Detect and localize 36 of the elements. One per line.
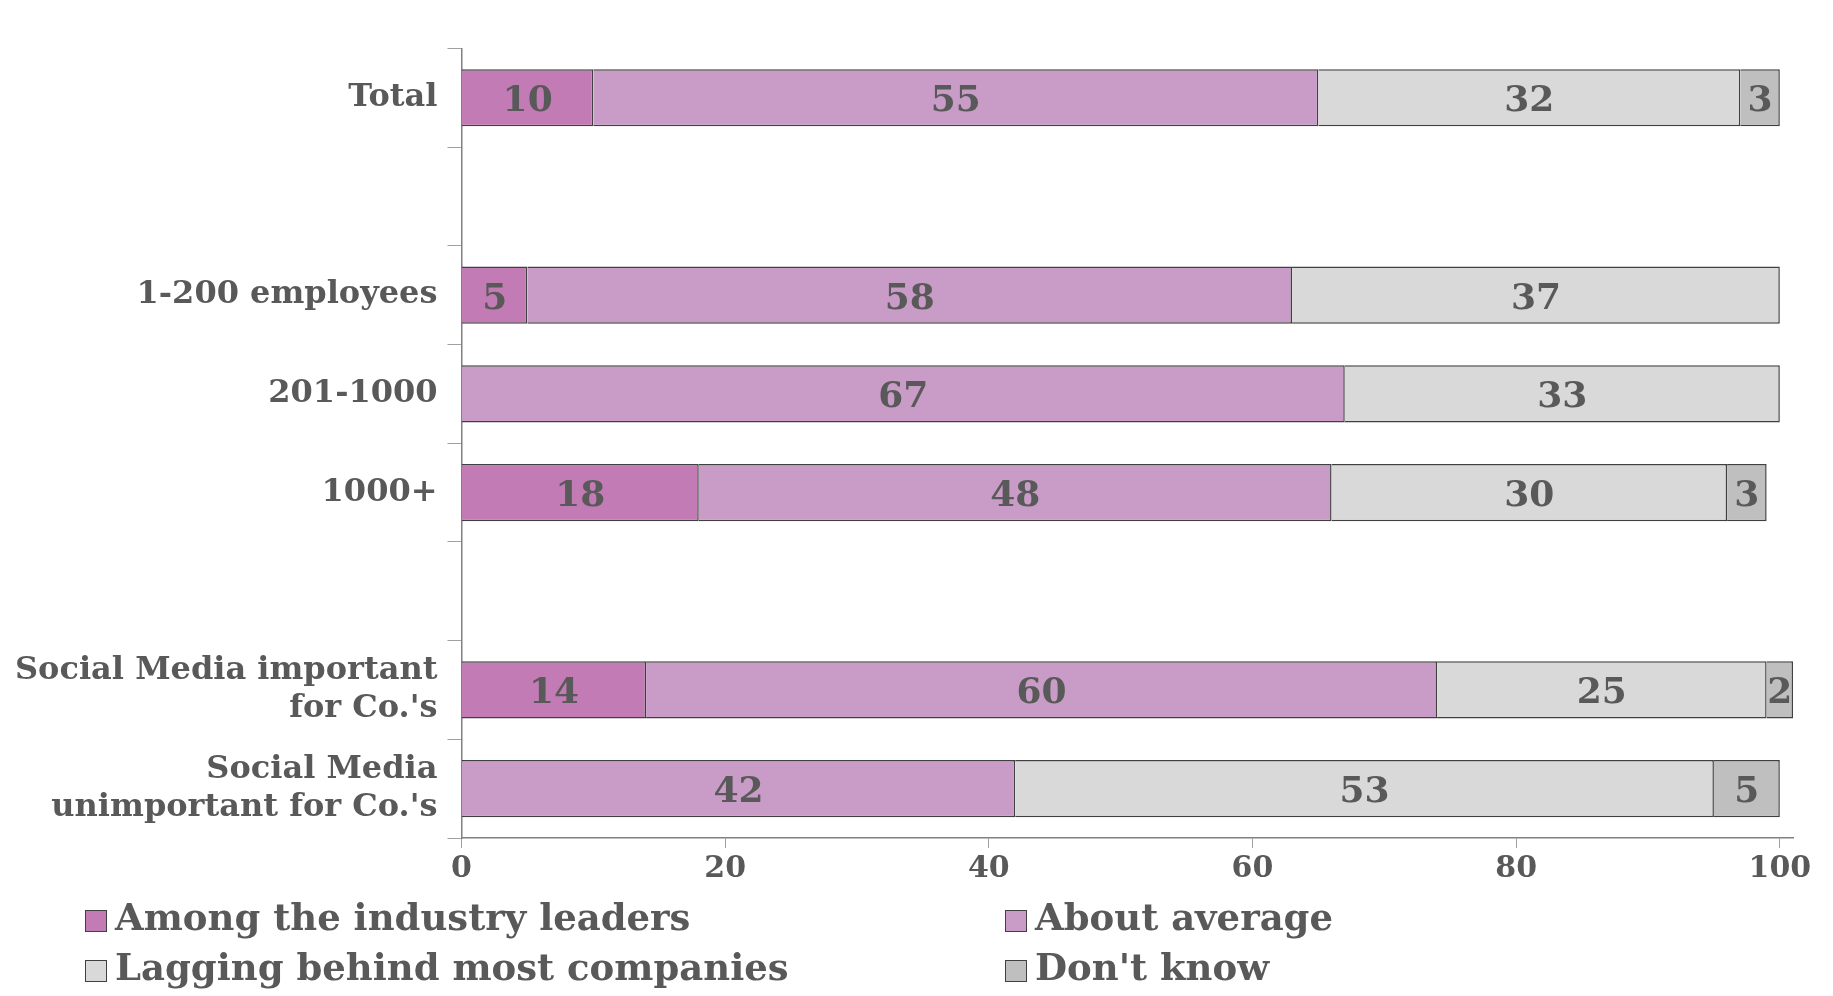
- data-label: 67: [878, 373, 929, 416]
- data-label: 10: [502, 77, 553, 120]
- data-label: 3: [1734, 471, 1760, 514]
- legend-label: Don't know: [1035, 945, 1270, 989]
- y-tick-label: Total: [348, 76, 438, 115]
- data-label: 25: [1576, 669, 1627, 712]
- x-tick-label: 60: [1231, 848, 1274, 884]
- data-label: 37: [1510, 274, 1561, 317]
- data-label: 5: [482, 274, 508, 317]
- data-label: 48: [990, 471, 1041, 514]
- data-label: 60: [1016, 669, 1067, 712]
- data-label: 53: [1339, 768, 1390, 811]
- data-label: 33: [1537, 373, 1588, 416]
- legend-label: About average: [1035, 895, 1334, 939]
- legend-label: Among the industry leaders: [115, 895, 691, 939]
- x-tick-label: 100: [1748, 848, 1812, 884]
- x-tick-label: 80: [1495, 848, 1538, 884]
- x-tick-label: 0: [451, 848, 472, 884]
- y-tick-label: Social Media unimportant for Co.'s: [51, 747, 438, 825]
- data-label: 55: [930, 77, 981, 120]
- y-tick-label: 201-1000: [268, 372, 438, 411]
- data-label: 18: [555, 471, 606, 514]
- data-label: 3: [1747, 77, 1773, 120]
- data-label: 30: [1504, 471, 1555, 514]
- x-tick-label: 40: [967, 848, 1010, 884]
- y-tick-label: 1000+: [321, 470, 438, 509]
- data-label: 14: [528, 669, 580, 712]
- data-label: 2: [1767, 669, 1793, 712]
- y-tick-label: Social Media important for Co.'s: [15, 649, 438, 726]
- x-tick-label: 20: [704, 848, 747, 884]
- y-tick-label: 1-200 employees: [136, 273, 438, 312]
- data-label: 42: [713, 768, 764, 811]
- data-label: 32: [1504, 77, 1555, 120]
- data-label: 58: [884, 274, 935, 317]
- legend-label: Lagging behind most companies: [115, 945, 789, 989]
- data-label: 5: [1734, 768, 1760, 811]
